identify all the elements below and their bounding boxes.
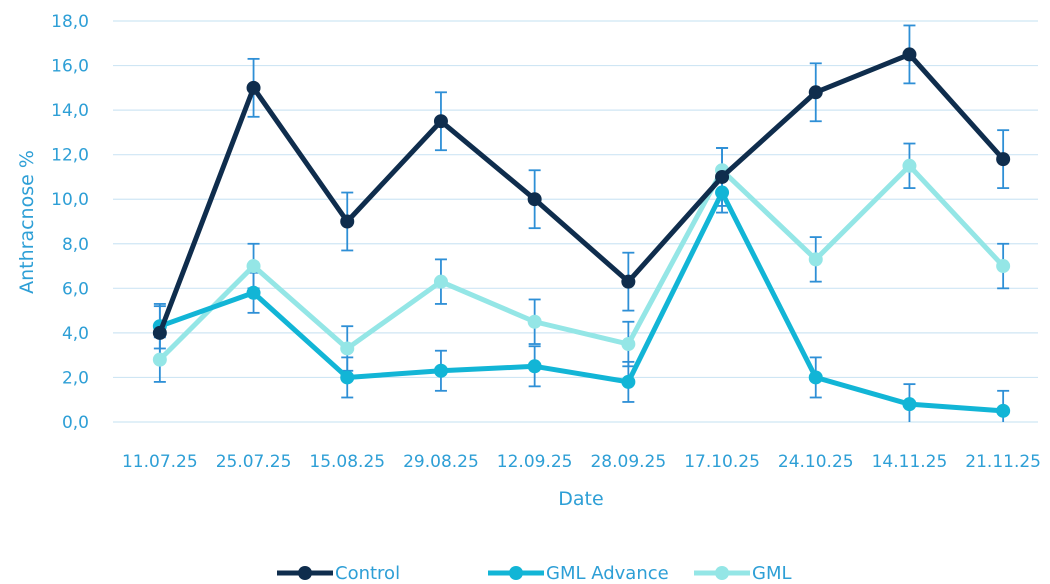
legend: Control GML Advance GML — [277, 563, 792, 584]
x-tick-label: 24.10.25 — [778, 452, 854, 472]
gridlines — [113, 20, 1038, 423]
legend-label: GML Advance — [546, 563, 669, 584]
series-gml-advance — [152, 185, 1011, 418]
y-tick-label: 0,0 — [62, 413, 89, 433]
legend-swatch-marker — [509, 566, 523, 580]
legend-item-gml: GML — [694, 563, 792, 584]
x-tick-label: 25.07.25 — [216, 452, 292, 472]
x-tick-label: 12.09.25 — [497, 452, 573, 472]
data-point — [433, 114, 448, 129]
y-tick-label: 6,0 — [62, 279, 89, 299]
data-point — [996, 259, 1011, 274]
series-line — [157, 163, 1006, 363]
data-point — [246, 285, 261, 300]
data-point — [808, 85, 823, 100]
series-gml — [152, 158, 1011, 367]
data-point — [527, 359, 542, 374]
series-line — [157, 190, 1006, 414]
x-tick-label: 29.08.25 — [403, 452, 479, 472]
data-point — [902, 158, 917, 173]
x-tick-label: 17.10.25 — [684, 452, 760, 472]
data-point — [433, 363, 448, 378]
y-axis-title: Anthracnose % — [16, 150, 38, 294]
data-point — [152, 352, 167, 367]
data-point — [808, 370, 823, 385]
legend-swatch-marker — [298, 566, 312, 580]
x-axis-title: Date — [558, 488, 603, 510]
series-control — [152, 47, 1011, 340]
x-tick-label: 21.11.25 — [965, 452, 1041, 472]
data-point — [996, 152, 1011, 167]
data-point — [996, 403, 1011, 418]
legend-swatch-marker — [715, 566, 729, 580]
y-tick-label: 16,0 — [51, 57, 89, 77]
series-layer — [152, 47, 1011, 418]
y-axis-ticks: 0,0 2,0 4,0 6,0 8,0 10,0 12,0 14,0 16,0 18,0 — [51, 12, 89, 433]
legend-label: Control — [335, 563, 400, 584]
data-point — [433, 274, 448, 289]
x-tick-label: 28.09.25 — [590, 452, 666, 472]
x-tick-label: 14.11.25 — [872, 452, 948, 472]
data-point — [527, 314, 542, 329]
y-tick-label: 12,0 — [51, 146, 89, 166]
x-tick-label: 15.08.25 — [309, 452, 385, 472]
y-tick-label: 8,0 — [62, 235, 89, 255]
y-tick-label: 2,0 — [62, 368, 89, 388]
data-point — [902, 397, 917, 412]
series-line — [157, 51, 1006, 336]
data-point — [715, 185, 730, 200]
data-point — [808, 252, 823, 267]
legend-item-gml-advance: GML Advance — [488, 563, 669, 584]
y-tick-label: 4,0 — [62, 324, 89, 344]
data-point — [340, 370, 355, 385]
data-point — [621, 274, 636, 289]
data-point — [152, 325, 167, 340]
data-point — [340, 214, 355, 229]
data-point — [246, 80, 261, 95]
legend-label: GML — [752, 563, 792, 584]
data-point — [621, 374, 636, 389]
data-point — [621, 337, 636, 352]
data-point — [902, 47, 917, 62]
data-point — [527, 192, 542, 207]
legend-item-control: Control — [277, 563, 400, 584]
y-tick-label: 10,0 — [51, 190, 89, 210]
x-tick-label: 11.07.25 — [122, 452, 198, 472]
x-axis-ticks: 11.07.25 25.07.25 15.08.25 29.08.25 12.09.25… — [122, 452, 1041, 472]
data-point — [340, 341, 355, 356]
data-point — [715, 169, 730, 184]
y-tick-label: 18,0 — [51, 12, 89, 32]
y-tick-label: 14,0 — [51, 101, 89, 121]
error-bars — [153, 24, 1010, 422]
data-point — [246, 259, 261, 274]
